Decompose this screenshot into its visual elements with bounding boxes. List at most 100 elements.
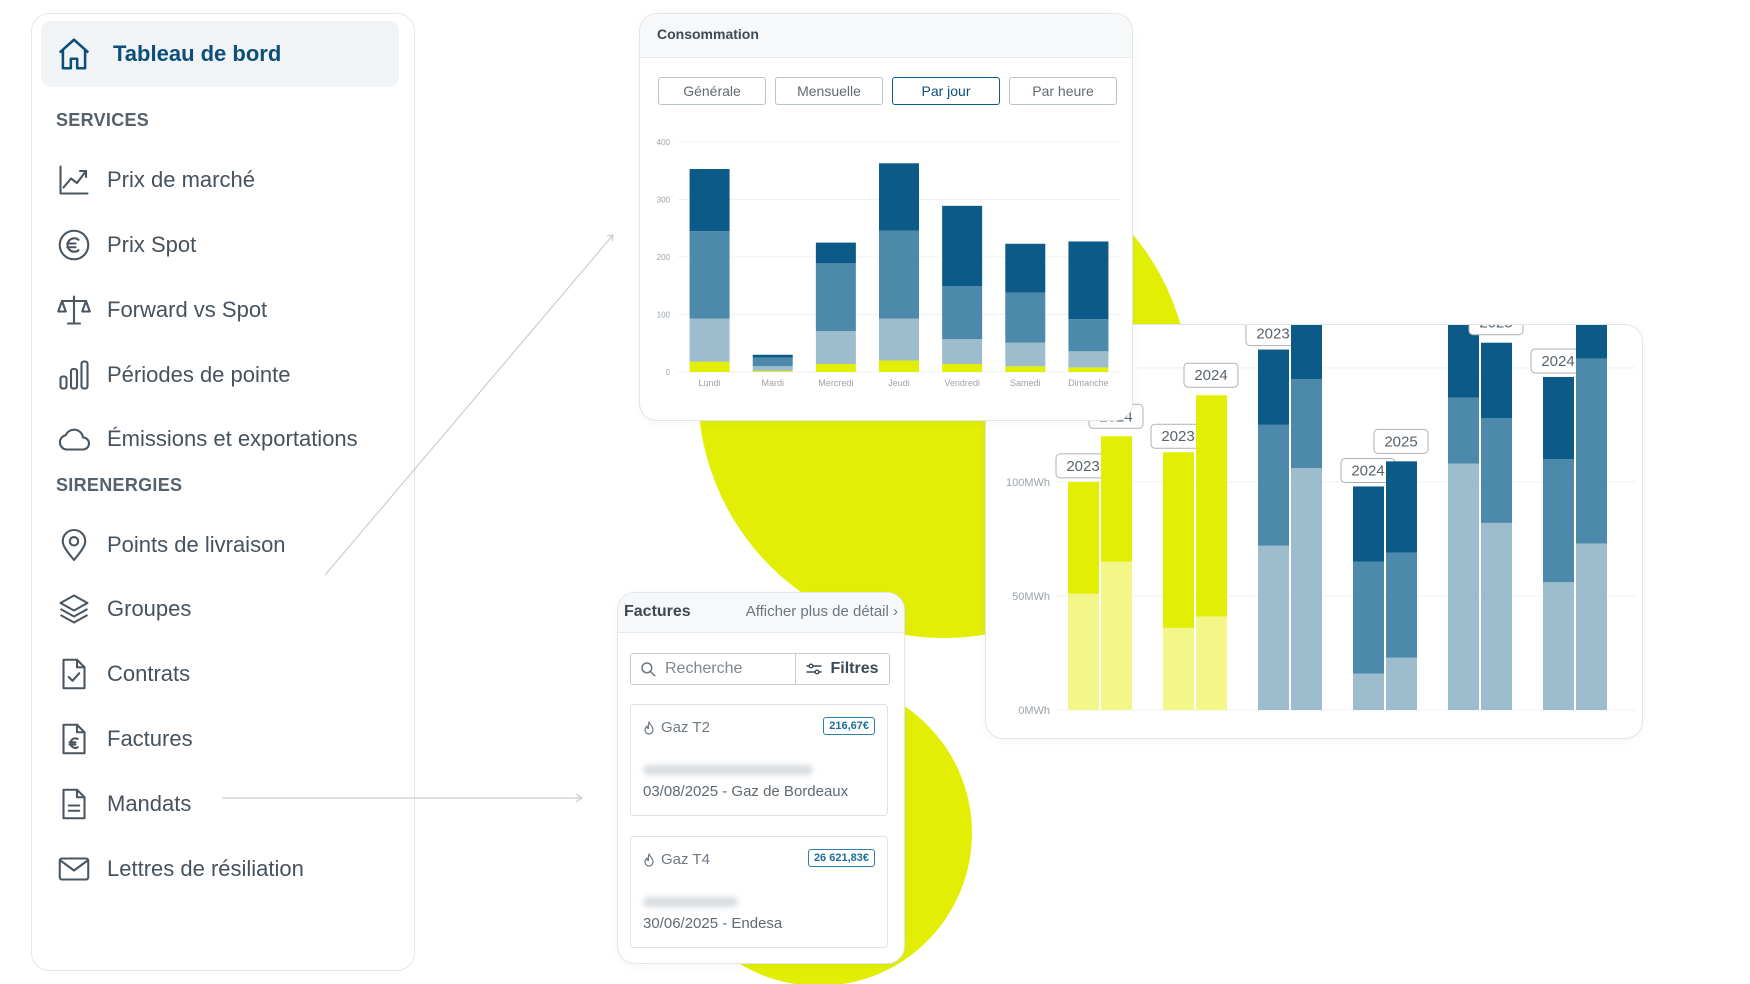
tab-generale[interactable]: Générale [658, 77, 766, 105]
sidebar-item-label: Forward vs Spot [107, 297, 268, 322]
invoice-item[interactable]: Gaz T2 216,67€ 03/08/2025 - Gaz de Borde… [630, 704, 888, 816]
sidebar-item-label: Prix de marché [107, 167, 255, 192]
factures-header: Factures Afficher plus de détail › [618, 593, 904, 633]
bar-segment [879, 230, 919, 319]
x-tick-label: Samedi [1010, 378, 1041, 388]
daily-consumption-chart: 0 100 200 300 400 Lundi Mardi Mercredi Jeudi Vend… [657, 138, 1120, 388]
flame-icon [644, 720, 654, 735]
sidebar: Tableau de bord SERVICES Prix de marché … [31, 13, 415, 971]
connector-line-factures [222, 793, 584, 803]
bar-segment [1386, 552, 1417, 658]
consommation-card: Consommation Générale Mensuelle Par jour… [639, 13, 1133, 421]
y-tick-label: 200 [657, 253, 671, 262]
bar-segment [1196, 616, 1227, 710]
y-tick-label: 400 [657, 138, 671, 147]
year-label: 2024 [1194, 367, 1227, 384]
invoice-type-label: Gaz T2 [661, 719, 710, 736]
sidebar-item-points-de-livraison[interactable]: Points de livraison [56, 521, 396, 569]
bar-segment [1291, 468, 1322, 710]
sidebar-item-contrats[interactable]: Contrats [56, 650, 396, 698]
sidebar-item-factures[interactable]: Factures [56, 715, 396, 763]
bar-segment [1576, 325, 1607, 359]
tab-mensuelle[interactable]: Mensuelle [775, 77, 883, 105]
y-tick-label: 100 [657, 311, 671, 320]
section-title-sirenergies: SIRENERGIES [56, 475, 183, 495]
bar-segment [1005, 243, 1046, 293]
sidebar-item-label: Émissions et exportations [107, 426, 358, 451]
bar-segment [815, 263, 856, 332]
invoice-item[interactable]: Gaz T4 26 621,83€ 30/06/2025 - Endesa [630, 836, 888, 948]
sidebar-item-label: Factures [107, 726, 193, 751]
year-label-box [1373, 428, 1429, 454]
bar-segment [1448, 397, 1479, 464]
bar-segment [942, 363, 983, 372]
consommation-title: Consommation [640, 14, 1132, 58]
sidebar-item-groupes[interactable]: Groupes [56, 585, 396, 633]
sidebar-item-prix-spot[interactable]: Prix Spot [56, 221, 396, 269]
sidebar-item-tableau-de-bord[interactable]: Tableau de bord [41, 21, 399, 87]
factures-card: Factures Afficher plus de détail › Reche… [617, 592, 905, 964]
sidebar-item-periodes-de-pointe[interactable]: Périodes de pointe [56, 351, 396, 399]
show-more-details-link[interactable]: Afficher plus de détail › [745, 603, 898, 620]
x-tick-label: Jeudi [888, 378, 910, 388]
tab-par-jour[interactable]: Par jour [892, 77, 1000, 105]
mail-icon [58, 857, 90, 881]
bar-segment [1258, 424, 1289, 546]
x-tick-label: Dimanche [1068, 378, 1109, 388]
bar-segment [1481, 342, 1512, 418]
bar-segment [689, 318, 730, 362]
sidebar-item-label: Périodes de pointe [107, 362, 291, 387]
flame-icon [644, 852, 654, 867]
bar-segment [942, 205, 983, 287]
bar-segment [815, 242, 856, 264]
bar-segment [1258, 349, 1289, 425]
bar-segment [942, 286, 983, 340]
bar-segment [1163, 627, 1194, 710]
bar-segment [1005, 366, 1046, 372]
bar-segment [1005, 342, 1046, 367]
bar-segment [1448, 325, 1479, 398]
euro-circle-icon [58, 229, 90, 261]
bar-segment [752, 370, 793, 372]
year-label-box [1468, 325, 1524, 336]
sidebar-item-label: Groupes [107, 596, 192, 621]
sidebar-item-prix-de-marche[interactable]: Prix de marché [56, 156, 396, 204]
sidebar-item-forward-vs-spot[interactable]: Forward vs Spot [56, 286, 396, 334]
bar-segment [1386, 657, 1417, 710]
x-tick-label: Vendredi [944, 378, 980, 388]
tab-par-heure[interactable]: Par heure [1009, 77, 1117, 105]
bar-segment [879, 318, 919, 361]
sidebar-item-lettres-de-resiliation[interactable]: Lettres de résiliation [56, 845, 396, 893]
bar-segment [1353, 673, 1384, 710]
search-input[interactable]: Recherche [631, 654, 796, 684]
sliders-icon [806, 663, 823, 675]
y-tick-label: 300 [657, 196, 671, 205]
year-label: 2024 [1541, 353, 1574, 370]
bar-segment [1353, 561, 1384, 674]
invoice-amount-badge: 26 621,83€ [807, 849, 875, 867]
redacted-site-name [643, 765, 813, 775]
x-tick-label: Mercredi [818, 378, 853, 388]
sidebar-item-label: Points de livraison [107, 532, 286, 557]
bar-segment [815, 331, 856, 364]
bar-segment [1543, 582, 1574, 710]
sidebar-item-mandats[interactable]: Mandats [56, 780, 396, 828]
bar-segment [1068, 241, 1109, 320]
invoice-date-supplier: 30/06/2025 - Endesa [643, 915, 783, 932]
bar-segment [689, 361, 730, 372]
y-tick-label: 0MWh [1018, 705, 1050, 717]
bar-segment [1068, 481, 1099, 594]
factures-title: Factures [624, 603, 691, 620]
bar-segment [689, 231, 730, 319]
sidebar-item-emissions-exportations[interactable]: Émissions et exportations [56, 415, 396, 463]
filters-button[interactable]: Filtres [796, 654, 889, 684]
bar-segment [1258, 545, 1289, 710]
invoice-type-label: Gaz T4 [661, 851, 710, 868]
bar-segment [1543, 459, 1574, 583]
bar-segment [1481, 418, 1512, 523]
bar-segment [1068, 367, 1109, 372]
bar-segment [879, 360, 919, 372]
bar-segment [1543, 376, 1574, 460]
bar-segment [752, 366, 793, 371]
